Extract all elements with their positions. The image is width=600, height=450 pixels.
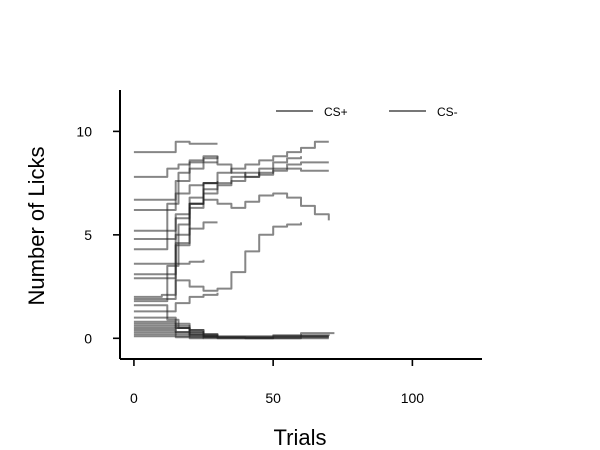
x-tick-label: 50 xyxy=(265,390,281,406)
series-line-cs-plus-9 xyxy=(133,156,219,178)
series-line-cs-plus-10 xyxy=(133,221,218,265)
y-tick-label: 0 xyxy=(84,330,92,346)
x-tick-label: 0 xyxy=(130,390,138,406)
y-tick-label: 10 xyxy=(76,123,92,139)
series-line-cs-plus-1 xyxy=(133,161,329,276)
series-line-cs-plus-7 xyxy=(133,161,218,201)
series-line-cs-minus-24 xyxy=(133,335,204,340)
series-line-cs-minus-23 xyxy=(133,329,330,339)
legend: CS+ CS- xyxy=(276,105,458,119)
legend-label-cs-plus: CS+ xyxy=(324,105,348,119)
series-line-cs-plus-6 xyxy=(133,222,302,300)
y-tick-label: 5 xyxy=(84,227,92,243)
plot-area xyxy=(133,140,335,340)
series-line-cs-plus-11 xyxy=(133,259,205,280)
series-line-cs-plus-8 xyxy=(133,140,218,154)
series-line-cs-plus-12 xyxy=(133,292,219,313)
series-lines xyxy=(133,140,335,340)
series-line-cs-plus-14 xyxy=(133,181,219,232)
series-line-cs-plus-4 xyxy=(133,192,330,240)
legend-label-cs-minus: CS- xyxy=(437,105,458,119)
y-axis-label: Number of Licks xyxy=(24,147,49,306)
x-axis-ticks: 0 50 100 xyxy=(130,359,424,406)
y-axis-ticks: 0 5 10 xyxy=(76,123,120,346)
x-tick-label: 100 xyxy=(401,390,425,406)
x-axis-label: Trials xyxy=(274,425,327,450)
